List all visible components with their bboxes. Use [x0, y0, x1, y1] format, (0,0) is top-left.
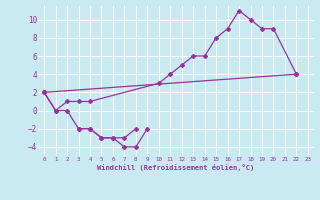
X-axis label: Windchill (Refroidissement éolien,°C): Windchill (Refroidissement éolien,°C) — [97, 164, 255, 171]
